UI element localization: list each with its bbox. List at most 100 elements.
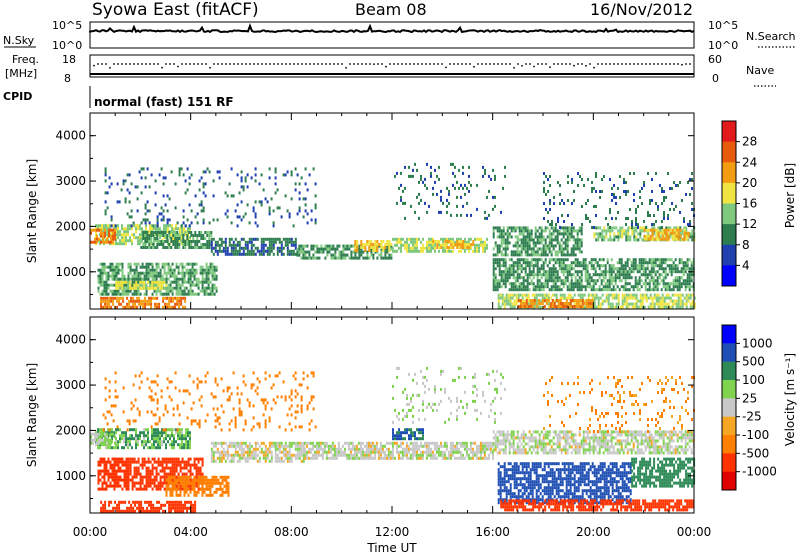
heatmap-cell [634, 258, 637, 262]
heatmap-cell [118, 200, 121, 204]
heatmap-cell [211, 277, 214, 281]
heatmap-cell [621, 299, 624, 303]
heatmap-cell [676, 264, 679, 268]
heatmap-cell [516, 226, 519, 230]
heatmap-cell [564, 276, 567, 280]
heatmap-cell [342, 244, 345, 248]
heatmap-cell [182, 173, 185, 177]
heatmap-cell [368, 240, 371, 243]
heatmap-cell [115, 472, 118, 476]
heatmap-cell [654, 282, 657, 286]
heatmap-cell [146, 302, 149, 306]
heatmap-cell [202, 237, 205, 240]
heatmap-cell [664, 285, 667, 289]
heatmap-cell [314, 250, 317, 254]
heatmap-cell [550, 267, 553, 271]
heatmap-cell [151, 277, 154, 281]
heatmap-cell [185, 463, 188, 467]
heatmap-cell [183, 292, 186, 296]
heatmap-cell [591, 190, 593, 193]
heatmap-cell [123, 286, 126, 290]
nsearch-label: N.Search [746, 30, 796, 43]
heatmap-cell [554, 258, 557, 262]
heatmap-cell [671, 187, 673, 190]
heatmap-cell [135, 280, 138, 284]
heatmap-cell [119, 233, 121, 237]
heatmap-cell [155, 262, 158, 266]
heatmap-cell [141, 481, 144, 485]
heatmap-cell [272, 252, 275, 256]
heatmap-cell [167, 457, 170, 461]
heatmap-cell [402, 189, 404, 193]
heatmap-cell [501, 302, 504, 306]
heatmap-cell [121, 434, 123, 438]
heatmap-cell [533, 299, 536, 302]
heatmap-cell [673, 208, 675, 211]
heatmap-cell [187, 446, 189, 450]
heatmap-cell [580, 238, 583, 242]
heatmap-cell [121, 463, 124, 467]
heatmap-cell [268, 240, 271, 244]
heatmap-cell [121, 286, 124, 290]
heatmap-cell [520, 250, 523, 254]
heatmap-cell [685, 302, 688, 306]
heatmap-cell [549, 302, 552, 305]
heatmap-cell [661, 187, 663, 190]
heatmap-cell [484, 171, 486, 175]
heatmap-cell [683, 296, 686, 300]
heatmap-cell [187, 440, 189, 444]
freq-panel: Freq. [MHz] 18 8 60 0 Nave [5, 53, 776, 87]
heatmap-cell [616, 267, 619, 271]
heatmap-cell [218, 237, 221, 241]
heatmap-cell [145, 469, 148, 473]
heatmap-cell [207, 271, 210, 275]
heatmap-cell [125, 463, 128, 467]
heatmap-cell [688, 279, 691, 283]
heatmap-cell [362, 243, 365, 246]
heatmap-cell [514, 250, 517, 254]
heatmap-cell [175, 283, 178, 287]
heatmap-cell [264, 197, 267, 201]
heatmap-cell [127, 460, 130, 464]
heatmap-cell [336, 256, 339, 260]
nave-dot [393, 63, 395, 65]
heatmap-cell [548, 270, 551, 274]
heatmap-cell [149, 481, 152, 485]
heatmap-cell [619, 232, 622, 236]
heatmap-cell [610, 258, 613, 262]
heatmap-cell [135, 283, 138, 287]
heatmap-cell [614, 276, 617, 280]
heatmap-cell [509, 296, 512, 300]
nave-dot [177, 65, 179, 68]
heatmap-cell [514, 282, 517, 286]
heatmap-cell [179, 262, 182, 266]
heatmap-cell [90, 441, 92, 445]
heatmap-cell [631, 293, 634, 297]
heatmap-cell [224, 212, 227, 216]
heatmap-cell [173, 236, 175, 240]
heatmap-cell [159, 487, 162, 491]
nave-dot [165, 63, 167, 65]
heatmap-cell [163, 437, 165, 441]
heatmap-cell [133, 472, 136, 476]
heatmap-cell [514, 241, 517, 245]
heatmap-cell [244, 252, 247, 256]
heatmap-cell [635, 238, 638, 242]
heatmap-cell [124, 179, 127, 183]
heatmap-cell [553, 302, 556, 305]
heatmap-cell [270, 249, 273, 253]
heatmap-cell [130, 215, 133, 219]
heatmap-cell [533, 302, 536, 305]
heatmap-cell [193, 292, 196, 296]
heatmap-cell [282, 252, 285, 256]
heatmap-cell [302, 250, 305, 254]
heatmap-cell [127, 280, 130, 284]
heatmap-cell [534, 288, 537, 292]
heatmap-cell [685, 234, 688, 238]
heatmap-cell [153, 271, 156, 275]
heatmap-cell [159, 236, 161, 240]
heatmap-cell [155, 292, 158, 296]
heatmap-cell [560, 267, 563, 271]
heatmap-cell [100, 305, 103, 309]
heatmap-cell [500, 232, 503, 236]
